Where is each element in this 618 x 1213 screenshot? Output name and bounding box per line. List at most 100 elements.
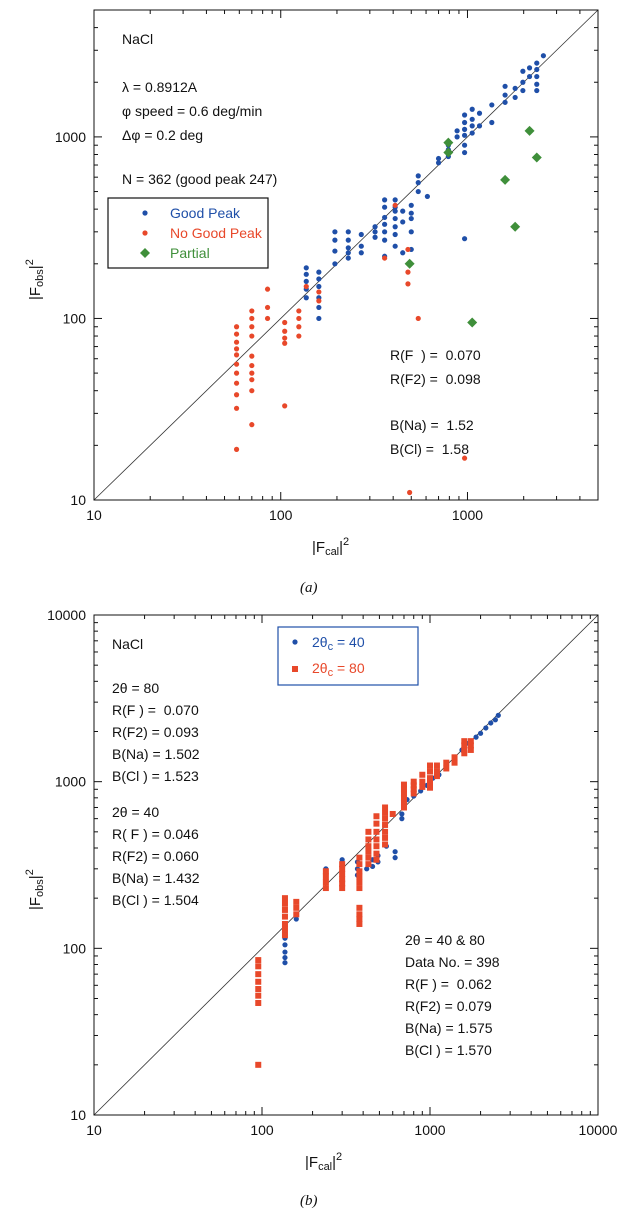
- data-point-b-s1-41: [365, 848, 372, 855]
- data-point-b-s0-37: [495, 712, 501, 718]
- data-point-b-s1-14: [281, 932, 288, 939]
- data-point-b-s1-8: [281, 895, 288, 902]
- data-point-a-s0-20: [358, 231, 364, 238]
- data-point-a-s2-7: [531, 152, 542, 163]
- y-tick-label-b-2: 1000: [55, 774, 86, 790]
- data-point-a-s0-21: [358, 243, 364, 249]
- data-point-b-s0-2: [282, 942, 288, 948]
- x-axis-label-b: |Fcal|2: [305, 1151, 342, 1173]
- data-point-b-s1-21: [322, 885, 329, 892]
- legend-marker-good-peak: [142, 210, 148, 216]
- data-point-a-s2-1: [443, 137, 454, 148]
- annotations-lower-b: 2θ = 40 & 80 Data No. = 398 R(F ) = 0.06…: [405, 932, 500, 1058]
- data-point-b-s0-33: [477, 730, 484, 736]
- data-point-b-s1-48: [373, 843, 380, 850]
- data-point-a-s0-38: [392, 231, 398, 238]
- data-point-a-s1-5: [233, 361, 240, 367]
- data-point-a-s0-52: [435, 155, 442, 162]
- data-point-a-s1-38: [405, 246, 411, 253]
- x-tick-label-a-1: 100: [269, 507, 293, 523]
- caption-a: (a): [300, 580, 318, 596]
- annotation-a-b-na: B(Na) = 1.52: [390, 417, 474, 433]
- annotation-a-3: Δφ = 0.2 deg: [122, 127, 203, 143]
- data-point-b-s1-61: [400, 790, 407, 797]
- data-point-a-s1-16: [249, 362, 255, 369]
- data-point-b-s1-68: [410, 790, 417, 797]
- data-point-a-s2-2: [443, 147, 454, 158]
- data-point-a-s0-33: [392, 197, 398, 203]
- data-point-a-s0-42: [400, 250, 406, 256]
- data-point-b-s0-20: [399, 811, 405, 817]
- data-point-a-s1-9: [233, 405, 240, 411]
- data-point-a-s0-83: [526, 73, 533, 80]
- x-tick-label-a-2: 1000: [452, 507, 483, 523]
- annotation-b-both-rf: R(F ) = 0.062: [405, 976, 492, 992]
- legend-label-no-good-peak: No Good Peak: [170, 225, 263, 241]
- data-point-b-s0-6: [293, 916, 299, 922]
- data-point-b-s1-75: [427, 780, 433, 787]
- diagonal-line-b: [93, 614, 599, 1116]
- data-point-b-s1-90: [467, 746, 474, 753]
- data-point-a-s2-0: [404, 258, 415, 269]
- data-point-b-s1-43: [365, 861, 372, 868]
- data-point-b-s1-30: [356, 868, 363, 875]
- data-point-b-s1-5: [255, 992, 262, 999]
- data-point-a-s0-17: [345, 245, 351, 251]
- annotation-b-40-head: 2θ = 40: [112, 804, 159, 820]
- data-point-a-s0-62: [461, 132, 468, 138]
- data-point-b-s1-9: [281, 900, 288, 907]
- data-point-b-s1-76: [427, 784, 433, 791]
- data-point-a-s0-86: [534, 73, 540, 80]
- data-point-a-s0-66: [469, 106, 475, 112]
- data-point-a-s0-49: [415, 180, 421, 186]
- data-point-b-s1-47: [373, 836, 380, 843]
- data-point-a-s1-42: [415, 315, 421, 322]
- data-point-b-s1-33: [356, 885, 363, 892]
- data-point-b-s1-37: [356, 920, 363, 927]
- data-point-b-s1-50: [373, 856, 380, 863]
- data-point-a-s1-13: [249, 324, 255, 330]
- legend-marker-2theta-40: [292, 639, 298, 645]
- data-point-b-s1-4: [255, 986, 262, 993]
- data-point-a-s0-31: [382, 237, 388, 243]
- data-point-b-s0-3: [282, 949, 288, 955]
- ticks-a: 10 100 1000 10 100 1000: [55, 9, 599, 523]
- y-axis-label-b: |Fobs|2: [24, 869, 46, 910]
- annotation-a-1: λ = 0.8912A: [122, 79, 198, 95]
- annotation-b-both-bna: B(Na) = 1.575: [405, 1020, 493, 1036]
- data-point-a-s0-7: [316, 283, 322, 290]
- data-point-a-s0-39: [392, 243, 398, 249]
- data-point-b-s1-23: [339, 865, 346, 872]
- data-point-b-s1-77: [433, 762, 440, 769]
- data-point-b-s1-57: [382, 841, 389, 848]
- x-tick-label-b-2: 1000: [414, 1122, 445, 1138]
- data-point-b-s1-70: [419, 778, 426, 785]
- data-point-a-s0-23: [372, 224, 378, 230]
- data-point-b-s1-17: [293, 911, 300, 918]
- data-point-a-s1-10: [233, 446, 240, 452]
- data-point-a-s1-43: [461, 455, 468, 461]
- data-point-a-s0-53: [435, 160, 442, 166]
- y-tick-label-a-1: 100: [63, 310, 87, 326]
- data-point-a-s1-7: [233, 380, 240, 386]
- chart-a: 10 100 1000 10 100 1000 NaCl λ = 0.8912A φ sp…: [24, 9, 599, 596]
- data-point-b-s0-4: [282, 954, 288, 961]
- data-point-b-s1-11: [281, 913, 288, 920]
- legend-box-b: [277, 626, 419, 686]
- data-point-a-s0-43: [408, 202, 414, 208]
- data-point-b-s1-18: [322, 868, 329, 875]
- data-point-a-s0-72: [489, 102, 495, 108]
- data-point-b-s1-24: [339, 870, 346, 877]
- data-point-a-s0-78: [512, 94, 518, 101]
- data-point-b-s1-46: [373, 828, 380, 835]
- data-point-b-s1-15: [293, 898, 300, 905]
- data-point-a-s0-35: [392, 208, 398, 214]
- data-point-a-s0-28: [382, 214, 388, 221]
- annotation-b-80-bna: B(Na) = 1.502: [112, 746, 200, 762]
- annotation-b-both-bcl: B(Cl ) = 1.570: [405, 1042, 492, 1058]
- legend-a: Good Peak No Good Peak Partial: [107, 197, 269, 269]
- data-point-a-s0-77: [512, 85, 518, 91]
- y-tick-label-b-0: 10: [70, 1107, 86, 1123]
- data-point-a-s1-20: [249, 422, 255, 428]
- data-point-b-s1-16: [293, 904, 300, 911]
